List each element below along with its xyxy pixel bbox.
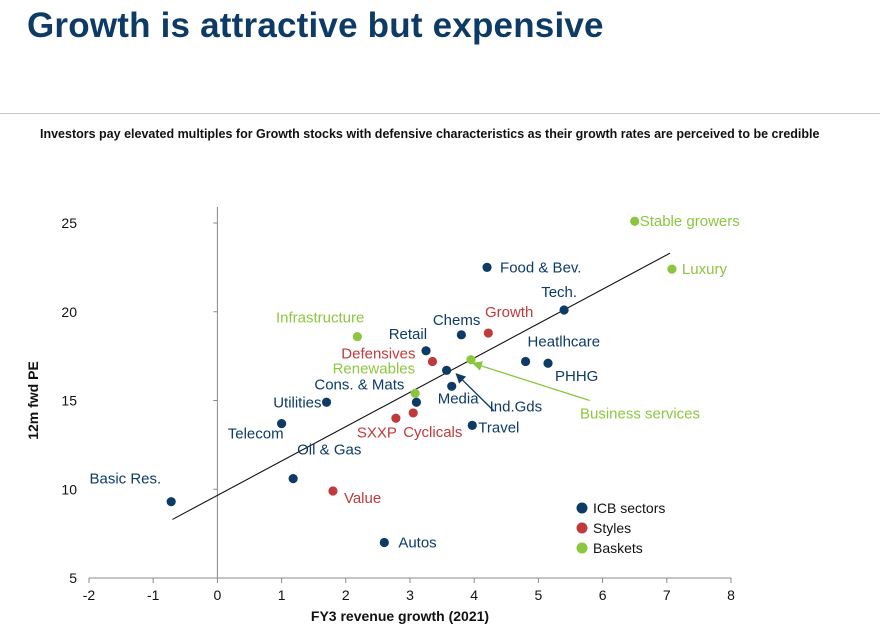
y-tick-label: 20	[61, 304, 77, 320]
x-tick-label: 0	[214, 587, 222, 603]
point-label: Infrastructure	[276, 310, 364, 327]
point-label: Autos	[398, 535, 436, 552]
point-marker	[559, 305, 569, 315]
trendline	[172, 252, 671, 520]
point-marker	[466, 355, 476, 365]
legend-label: Styles	[593, 520, 631, 536]
point-label: Chems	[433, 312, 481, 329]
point-label: Cyclicals	[403, 424, 462, 441]
point-label: Media	[438, 390, 480, 407]
page-title: Growth is attractive but expensive	[27, 6, 604, 45]
point-label: Cons. & Mats	[314, 376, 404, 393]
point-label: Basic Res.	[89, 471, 161, 488]
point-label: Business services	[580, 406, 700, 423]
point-label: Tech.	[541, 284, 577, 301]
point-marker	[456, 330, 466, 340]
point-marker	[328, 486, 338, 496]
point-marker	[483, 328, 493, 338]
point-marker	[379, 537, 389, 548]
point-marker	[277, 418, 287, 429]
point-label: Travel	[478, 419, 519, 436]
x-axis-title: FY3 revenue growth (2021)	[311, 608, 489, 624]
point-marker	[543, 358, 553, 368]
point-label: Heatlhcare	[528, 333, 601, 350]
point-marker	[421, 346, 431, 356]
point-label: Utilities	[273, 394, 321, 411]
point-marker	[482, 262, 492, 272]
point-label: Growth	[485, 304, 533, 321]
y-tick-label: 25	[61, 215, 77, 231]
point-label: Food & Bev.	[500, 259, 581, 276]
x-tick-label: 2	[342, 587, 350, 603]
trendline-group	[172, 252, 671, 520]
x-tick-label: 6	[599, 587, 607, 603]
annotation-arrow	[471, 361, 590, 402]
point-marker	[321, 397, 332, 407]
point-label: Luxury	[682, 261, 728, 278]
point-marker	[667, 264, 677, 274]
y-axis-title: 12m fwd PE	[25, 361, 41, 440]
point-marker	[630, 216, 640, 226]
x-tick-label: 1	[278, 587, 286, 603]
point-marker	[288, 474, 298, 484]
point-label: Oil & Gas	[297, 442, 361, 459]
legend-label: Baskets	[593, 540, 643, 556]
legend-marker	[576, 522, 588, 534]
x-tick-label: 3	[406, 587, 414, 603]
x-tick-label: -1	[147, 587, 160, 603]
point-marker	[427, 356, 438, 367]
point-marker	[166, 497, 176, 507]
legend-marker	[576, 542, 588, 554]
point-label: Value	[344, 490, 381, 507]
y-tick-label: 10	[61, 481, 77, 497]
x-tick-label: -2	[83, 587, 96, 603]
point-label: PHHG	[555, 368, 598, 385]
legend-label: ICB sectors	[593, 500, 665, 516]
point-marker	[391, 413, 401, 423]
point-label: Ind.Gds	[490, 398, 543, 415]
point-label: Telecom	[228, 426, 284, 443]
x-tick-label: 4	[470, 587, 478, 603]
axes: -2 -1 0 1 2 3 4 5 6 7 8 5 10 15 20 25 FY3 revenue growth…	[25, 207, 735, 624]
point-label: Defensives	[341, 345, 415, 362]
data-points: Basic Res. Telecom Utilities Oil & Gas Cons.…	[89, 213, 739, 551]
point-marker	[411, 397, 422, 407]
y-tick-label: 5	[69, 570, 77, 586]
annotation-arrow	[455, 373, 495, 412]
point-marker	[520, 356, 531, 367]
point-label: Renewables	[333, 360, 416, 377]
point-label: Retail	[389, 326, 427, 343]
legend: ICB sectors Styles Baskets	[576, 500, 665, 556]
x-tick-label: 7	[663, 587, 671, 603]
x-tick-label: 5	[535, 587, 543, 603]
x-tick-label: 8	[727, 587, 735, 603]
point-marker	[352, 332, 362, 342]
point-marker	[408, 408, 418, 418]
page-subtitle: Investors pay elevated multiples for Gro…	[40, 127, 820, 141]
arrows-group	[455, 361, 590, 412]
point-marker	[447, 381, 457, 391]
title-divider	[0, 113, 880, 114]
point-marker	[441, 365, 452, 375]
legend-marker	[576, 502, 588, 514]
point-label: SXXP	[357, 424, 397, 441]
point-marker	[410, 388, 420, 398]
point-label: Stable growers	[640, 213, 740, 230]
point-marker	[467, 420, 477, 430]
y-tick-label: 15	[61, 393, 77, 409]
